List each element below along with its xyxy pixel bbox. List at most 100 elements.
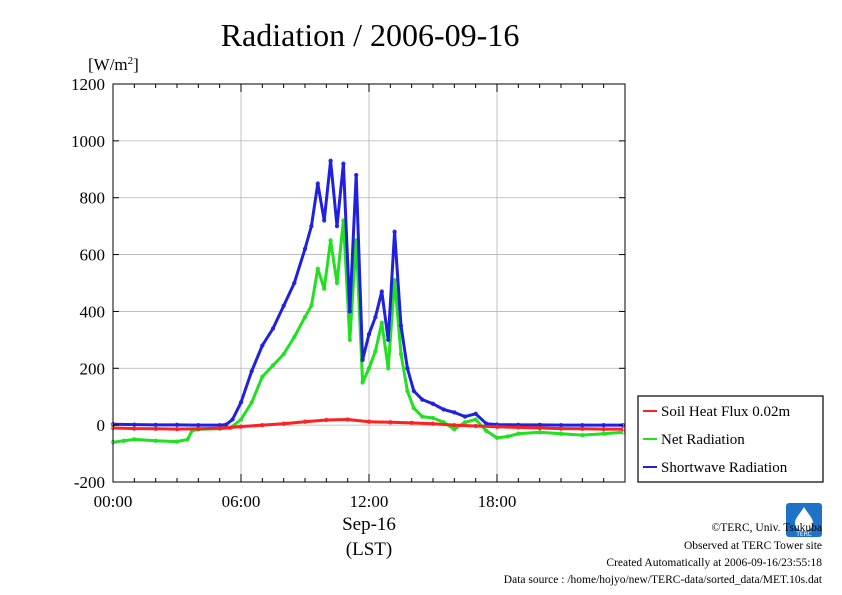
data-point-soil-heat-flux-0-02m [537,425,542,431]
data-point-net-radiation [411,405,416,411]
data-point-net-radiation [580,432,585,438]
terc-logo-text: TERC [795,531,812,538]
data-point-net-radiation [601,431,606,436]
series-layer [110,158,626,445]
data-point-shortwave-radiation [441,407,446,412]
data-point-net-radiation [292,334,297,340]
data-point-soil-heat-flux-0-02m [302,419,308,424]
data-point-shortwave-radiation [411,388,416,394]
data-point-shortwave-radiation [473,411,478,416]
data-point-shortwave-radiation [174,422,180,428]
terc-logo: TERC [786,503,822,538]
data-point-net-radiation [249,400,254,405]
legend-label-soil-heat-flux: Soil Heat Flux 0.02m [661,404,791,420]
data-point-net-radiation [430,415,436,421]
y-tick-label: 200 [80,359,106,378]
y-tick-label: -200 [74,473,105,492]
data-point-net-radiation [174,439,180,444]
axes-layer: -200 0 200 400 600 800 1000 1200 00:00 06:00 12:00… [71,75,625,511]
data-point-soil-heat-flux-0-02m [452,422,457,428]
data-point-soil-heat-flux-0-02m [153,426,158,431]
data-point-shortwave-radiation [392,229,397,234]
data-point-net-radiation [260,374,265,379]
data-point-shortwave-radiation [379,289,384,294]
data-point-soil-heat-flux-0-02m [345,417,350,422]
data-point-shortwave-radiation [334,223,340,229]
y-tick-label: 400 [80,302,106,321]
data-point-net-radiation [494,435,500,441]
data-point-soil-heat-flux-0-02m [409,420,414,426]
data-point-soil-heat-flux-0-02m [558,426,564,431]
x-axis-timezone-label: (LST) [346,539,392,560]
legend-box [637,395,824,483]
data-point-soil-heat-flux-0-02m [196,426,201,431]
data-point-shortwave-radiation [132,422,137,427]
data-point-shortwave-radiation [260,343,265,348]
x-axis-date-label: Sep-16 [342,514,396,535]
data-point-net-radiation [309,303,314,308]
data-point-shortwave-radiation [230,417,235,422]
data-point-soil-heat-flux-0-02m [366,419,372,424]
data-point-shortwave-radiation [405,366,410,371]
data-point-soil-heat-flux-0-02m [281,421,286,426]
x-tick-label: 06:00 [222,492,261,511]
y-tick-label: 0 [97,416,106,435]
data-point-shortwave-radiation [360,357,365,362]
series-line-shortwave-radiation [112,159,623,427]
data-point-net-radiation [347,337,352,343]
legend-label-shortwave-radiation: Shortwave Radiation [661,460,788,476]
data-point-net-radiation [121,438,126,443]
data-point-shortwave-radiation [341,161,346,166]
data-point-shortwave-radiation [281,303,286,308]
data-point-net-radiation [386,366,391,371]
x-tick-label: 18:00 [478,492,517,511]
data-point-net-radiation [270,363,276,368]
data-point-net-radiation [373,349,378,354]
data-point-shortwave-radiation [386,337,391,343]
y-tick-label: 1200 [71,75,105,94]
data-point-soil-heat-flux-0-02m [430,421,436,426]
data-point-shortwave-radiation [601,422,606,428]
data-point-net-radiation [302,314,308,320]
y-tick-label: 800 [80,189,106,208]
data-point-shortwave-radiation [354,172,359,178]
data-point-soil-heat-flux-0-02m [601,426,606,432]
data-point-shortwave-radiation [302,246,308,252]
data-point-soil-heat-flux-0-02m [260,422,265,428]
data-point-net-radiation [238,417,244,422]
data-point-net-radiation [360,380,365,385]
x-tick-label: 00:00 [94,492,133,511]
y-tick-label: 600 [80,246,106,265]
data-point-shortwave-radiation [347,309,352,314]
data-point-soil-heat-flux-0-02m [580,426,585,431]
y-axis-unit-label: [W/m2] [88,55,139,74]
data-point-soil-heat-flux-0-02m [217,426,222,431]
data-source-text: Data source : /home/hojyo/new/TERC-data/… [504,574,823,586]
data-point-net-radiation [484,428,489,433]
data-point-net-radiation [328,238,333,243]
data-point-shortwave-radiation [315,181,320,186]
data-point-shortwave-radiation [420,397,425,402]
data-point-shortwave-radiation [270,326,276,331]
data-point-net-radiation [322,286,327,291]
data-point-shortwave-radiation [292,280,297,286]
data-point-net-radiation [558,431,564,436]
x-tick-label: 12:00 [350,492,389,511]
copyright-text: ©TERC, Univ. Tsukuba [712,522,822,534]
data-point-shortwave-radiation [238,400,244,405]
data-point-shortwave-radiation [249,368,254,374]
data-point-soil-heat-flux-0-02m [388,420,393,425]
y-tick-label: 1000 [71,132,105,151]
data-point-net-radiation [420,414,425,419]
data-point-shortwave-radiation [462,414,468,419]
data-point-soil-heat-flux-0-02m [132,426,137,431]
data-point-net-radiation [281,351,286,357]
data-point-net-radiation [153,438,158,443]
data-point-soil-heat-flux-0-02m [516,425,521,430]
data-point-shortwave-radiation [398,323,404,328]
data-point-net-radiation [398,351,404,357]
observed-text: Observed at TERC Tower site [684,540,822,552]
data-point-shortwave-radiation [322,218,327,223]
data-point-net-radiation [379,320,384,325]
data-point-net-radiation [452,427,457,432]
